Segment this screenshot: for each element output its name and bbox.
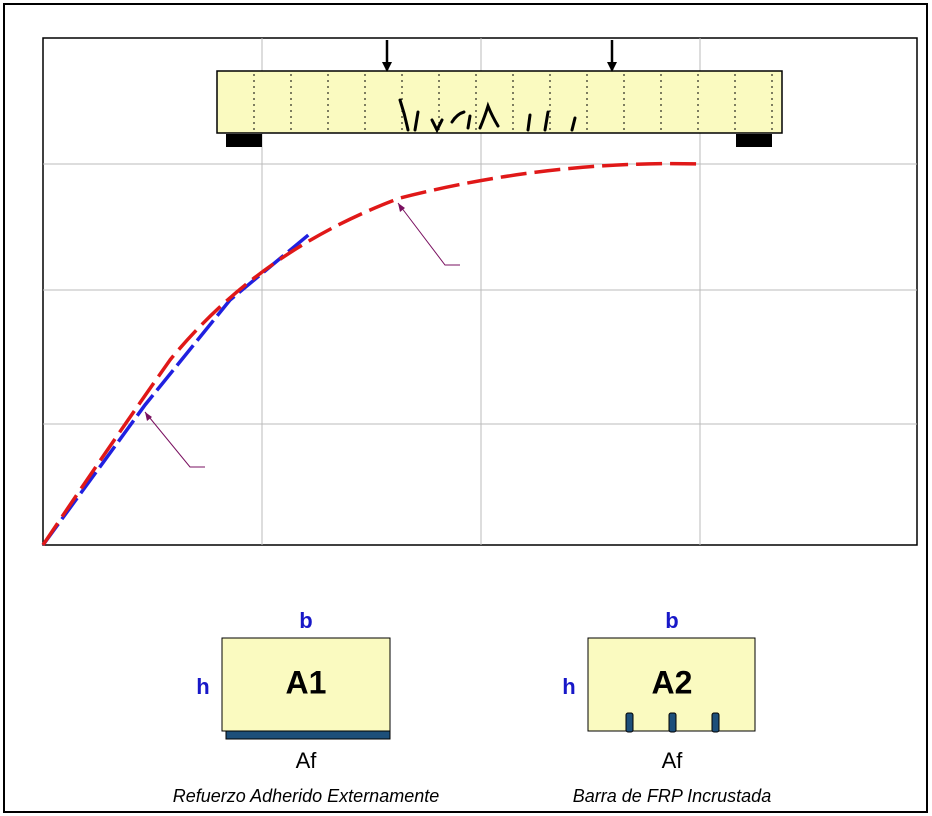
height-label: h xyxy=(196,674,209,699)
arrow-head xyxy=(382,62,392,72)
cracks xyxy=(398,98,577,134)
section-label: A1 xyxy=(286,664,327,700)
frp-bar xyxy=(711,712,720,733)
support xyxy=(226,134,262,147)
leader-line xyxy=(397,202,460,266)
reinforcement-label: Af xyxy=(662,748,684,773)
frp-plate xyxy=(225,730,391,740)
beam xyxy=(216,70,783,134)
frp-bar xyxy=(668,712,677,733)
reinforcement-label: Af xyxy=(296,748,318,773)
frp-bar xyxy=(625,712,634,733)
section-label: A2 xyxy=(652,664,693,700)
arrow-head xyxy=(607,62,617,72)
caption: Refuerzo Adherido Externamente xyxy=(173,786,439,806)
leader-line xyxy=(144,411,205,468)
leader-arrow xyxy=(398,203,405,212)
section-a1 xyxy=(221,637,391,732)
width-label: b xyxy=(299,608,312,633)
width-label: b xyxy=(665,608,678,633)
curve-a2 xyxy=(41,161,701,546)
height-label: h xyxy=(562,674,575,699)
caption: Barra de FRP Incrustada xyxy=(573,786,771,806)
support xyxy=(736,134,772,147)
leader-arrow xyxy=(145,412,152,421)
